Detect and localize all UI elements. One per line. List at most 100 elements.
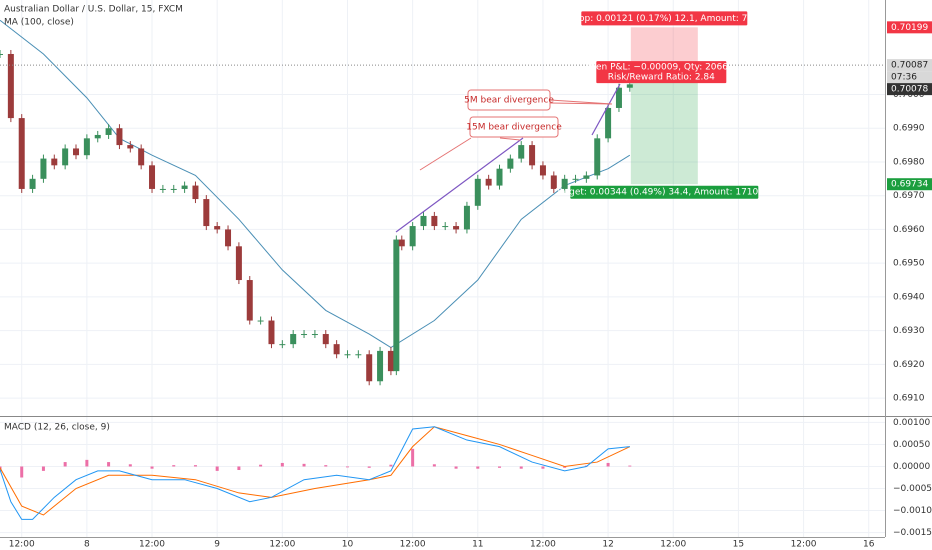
candle xyxy=(203,199,210,227)
candle xyxy=(279,344,286,346)
y-tick-label: 0.6990 xyxy=(893,124,925,134)
candle xyxy=(453,226,460,230)
histogram-bar xyxy=(150,466,154,469)
target-zone xyxy=(630,68,698,185)
x-tick-label: 8 xyxy=(84,540,90,550)
candle xyxy=(333,344,340,355)
signal-line xyxy=(0,426,631,516)
candle xyxy=(583,175,590,179)
last-price: 0.70078 xyxy=(891,85,928,95)
histogram-bar xyxy=(128,464,132,467)
histogram-bar xyxy=(215,466,219,471)
histogram-bar xyxy=(193,465,197,467)
pnl-label: Open P&L: −0.00009, Qty: 206611 xyxy=(583,63,739,73)
divergence-line xyxy=(395,137,524,233)
y-tick-label: 0.6930 xyxy=(893,326,925,336)
candle xyxy=(561,178,568,189)
candle xyxy=(463,205,470,230)
candle xyxy=(51,158,58,166)
candle xyxy=(235,246,242,281)
candle xyxy=(73,148,80,156)
candle xyxy=(181,185,188,189)
overlay: Stop: 0.00121 (0.17%) 12.1, Amount: 750 O… xyxy=(0,11,932,199)
candle xyxy=(246,280,253,321)
histogram-bar xyxy=(63,462,67,467)
marks xyxy=(0,19,633,520)
candle xyxy=(159,188,166,190)
histogram-bar xyxy=(476,466,480,469)
x-tick-label: 15 xyxy=(733,540,744,550)
candle xyxy=(626,84,633,88)
countdown-box xyxy=(887,71,932,84)
target-label-box xyxy=(570,185,759,199)
x-tick-label: 10 xyxy=(342,540,354,550)
histogram-bar xyxy=(324,465,328,467)
candle xyxy=(149,165,156,189)
histogram-bar xyxy=(280,462,284,467)
histogram-bar xyxy=(411,448,415,467)
x-tick-label: 12 xyxy=(602,540,613,550)
candle xyxy=(322,334,329,345)
candle xyxy=(420,215,427,227)
countdown: 07:36 xyxy=(891,73,917,83)
candle xyxy=(105,128,112,135)
x-tick-label: 12:00 xyxy=(530,540,556,550)
candle xyxy=(572,178,579,180)
histogram-bar xyxy=(432,464,436,467)
last-price-box xyxy=(887,83,932,96)
stop-label-box xyxy=(581,11,748,26)
target-price: 0.69734 xyxy=(891,180,928,190)
candle xyxy=(377,350,384,382)
target-price-box xyxy=(887,178,932,191)
candle xyxy=(170,188,177,190)
candle xyxy=(485,178,492,186)
y-tick-label: 0.6970 xyxy=(893,191,925,201)
y-tick-label: 0.6950 xyxy=(893,259,925,269)
candle xyxy=(539,165,546,176)
candle xyxy=(62,148,69,166)
x-tick-label: 12:00 xyxy=(660,540,686,550)
candle xyxy=(518,145,525,159)
histogram-bar xyxy=(628,465,632,467)
candle xyxy=(40,158,47,179)
histogram-bar xyxy=(20,466,24,478)
histogram-bar xyxy=(454,466,458,469)
pnl-label-box xyxy=(596,61,727,84)
annotation: 5M bear divergence xyxy=(464,96,554,106)
histogram-bar xyxy=(85,459,89,467)
candle xyxy=(344,354,351,356)
x-tick-label: 12:00 xyxy=(791,540,817,550)
candle xyxy=(398,239,405,247)
candle xyxy=(615,87,622,108)
y-tick-label: 0.6980 xyxy=(893,157,925,167)
x-tick-label: 16 xyxy=(863,540,875,550)
divergence-line xyxy=(591,83,621,136)
indicator-label: MA (100, close) xyxy=(4,18,74,28)
histogram-bar xyxy=(172,465,176,467)
histogram-bar xyxy=(498,466,502,468)
histogram-bar xyxy=(237,466,241,471)
x-tick-label: 12:00 xyxy=(269,540,295,550)
candle xyxy=(268,320,275,345)
histogram-bar xyxy=(563,466,567,468)
candle xyxy=(387,350,394,372)
candle xyxy=(127,145,134,149)
annotation: 15M bear divergence xyxy=(466,123,562,133)
candle xyxy=(0,53,3,55)
histogram-bar xyxy=(345,466,349,468)
candle xyxy=(311,334,318,336)
candle xyxy=(366,354,373,382)
ask-price: 0.70087 xyxy=(891,61,928,71)
candle xyxy=(257,320,264,322)
histogram-bar xyxy=(606,462,610,467)
candle xyxy=(529,145,536,166)
y-tick-label: −0.00150 xyxy=(893,528,932,538)
y-tick-label: −0.00050 xyxy=(893,484,932,494)
histogram-bar xyxy=(302,463,306,467)
candle xyxy=(507,158,514,169)
chart-title: Australian Dollar / U.S. Dollar, 15, FXC… xyxy=(4,5,183,15)
candle xyxy=(18,118,25,189)
candle xyxy=(550,175,557,189)
stop-label: Stop: 0.00121 (0.17%) 12.1, Amount: 750 xyxy=(570,14,759,24)
